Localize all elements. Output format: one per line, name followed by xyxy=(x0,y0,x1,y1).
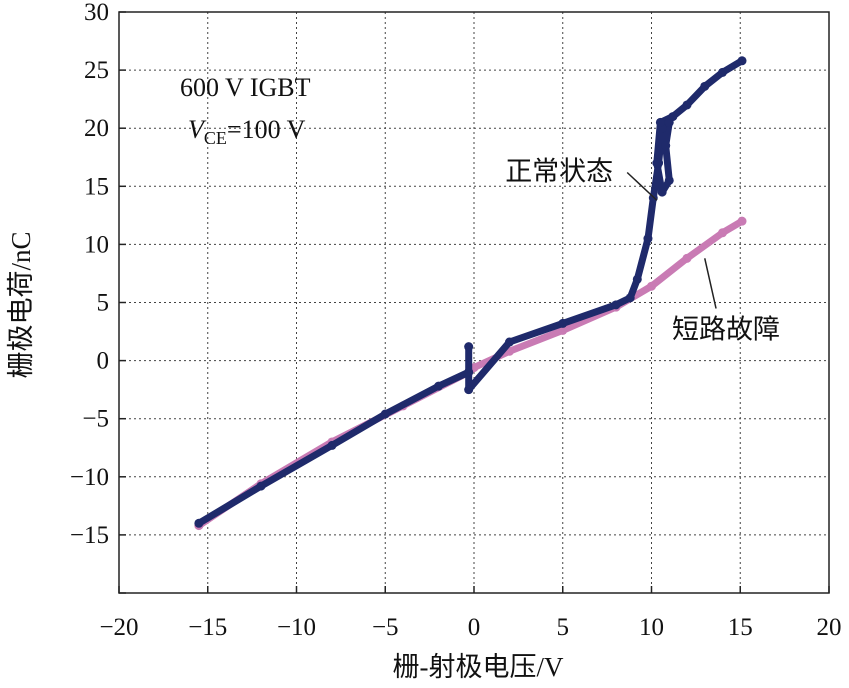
x-axis-ticks: −20 −15 −10 −5 0 5 10 15 20 xyxy=(99,586,842,641)
series-point xyxy=(380,409,390,419)
series-point xyxy=(664,175,674,185)
series-point xyxy=(700,81,710,91)
y-tick-label: 5 xyxy=(97,290,110,317)
series-point xyxy=(652,158,662,168)
series-point xyxy=(657,187,667,197)
series-point xyxy=(505,337,514,347)
series-point xyxy=(464,385,474,395)
series-point xyxy=(558,325,568,335)
series-point xyxy=(256,481,266,491)
x-tick-label: −15 xyxy=(188,614,227,641)
annotation-device: 600 V IGBT xyxy=(180,73,311,102)
x-tick-label: 5 xyxy=(557,614,570,641)
x-axis-title: 栅-射极电压/V xyxy=(393,652,564,682)
series-point xyxy=(643,234,653,244)
series-point xyxy=(682,100,692,110)
series-point xyxy=(434,381,443,391)
series-point xyxy=(737,56,747,66)
y-tick-label: 15 xyxy=(84,173,109,200)
series-point xyxy=(655,117,665,127)
callout-leader-line xyxy=(704,258,717,309)
callout-label: 短路故障 xyxy=(672,315,780,345)
x-tick-label: −20 xyxy=(99,614,138,641)
y-tick-label: 0 xyxy=(97,348,110,375)
x-tick-label: −5 xyxy=(372,614,399,641)
annotation-vce-sub: CE xyxy=(204,128,227,148)
y-tick-label: 30 xyxy=(84,0,109,26)
series-point xyxy=(632,274,642,284)
x-tick-label: 20 xyxy=(817,614,842,641)
annotation-vce: VCE=100 V xyxy=(188,115,306,148)
y-tick-label: −10 xyxy=(70,464,109,491)
y-axis-ticks: −15 −10 −5 0 5 10 15 20 25 30 xyxy=(70,0,126,594)
x-tick-label: 15 xyxy=(728,614,753,641)
series-point xyxy=(647,281,656,291)
series-point xyxy=(611,300,621,310)
annotation-vce-var: V xyxy=(188,115,207,144)
series-point xyxy=(464,342,474,352)
x-tick-label: 0 xyxy=(468,614,481,641)
series-layer xyxy=(194,56,747,531)
series-point xyxy=(661,141,671,151)
x-tick-label: 10 xyxy=(639,614,664,641)
y-tick-label: 25 xyxy=(84,57,109,84)
callout-label: 正常状态 xyxy=(505,156,613,186)
y-tick-label: 20 xyxy=(84,115,109,142)
y-tick-label: −5 xyxy=(82,406,109,433)
series-point xyxy=(464,367,474,377)
series-point xyxy=(194,518,204,528)
callout-leader-line xyxy=(626,171,658,201)
series-point xyxy=(737,216,747,226)
series-point xyxy=(625,293,635,303)
x-tick-label: −10 xyxy=(277,614,316,641)
series-point xyxy=(327,440,337,450)
y-axis-title: 栅极电荷/nC xyxy=(6,231,36,378)
y-tick-label: 10 xyxy=(84,231,109,258)
series-point xyxy=(718,228,727,238)
series-point xyxy=(682,253,692,263)
y-tick-label: −15 xyxy=(70,522,109,549)
series-point xyxy=(668,112,678,122)
series-point xyxy=(558,318,568,328)
annotation-vce-value: =100 V xyxy=(227,115,306,144)
series-point xyxy=(718,67,727,77)
